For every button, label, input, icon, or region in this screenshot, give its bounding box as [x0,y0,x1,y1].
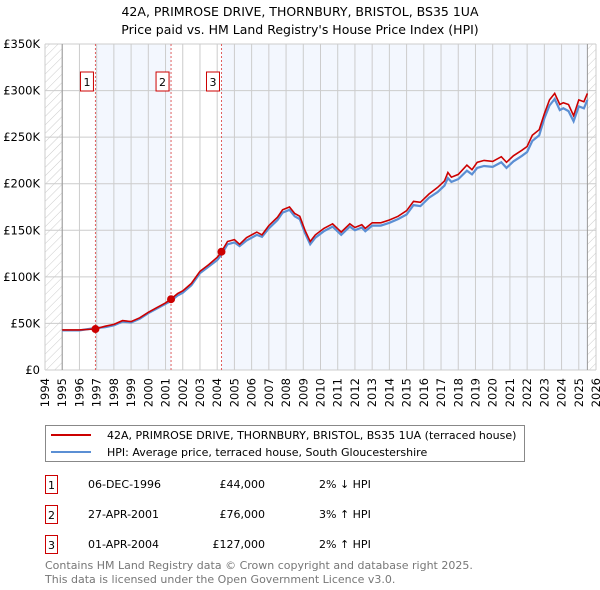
x-tick-label: 2012 [348,378,362,407]
transaction-row: 2 27-APR-2001 £76,000 3% ↑ HPI [45,505,445,525]
legend-hpi: HPI: Average price, terraced house, Sout… [107,445,428,459]
y-tick-label: £150K [3,223,40,237]
y-tick-label: £350K [3,37,40,51]
sale-label-box [79,71,94,92]
y-tick-label: £0 [25,363,40,377]
x-tick-label: 1994 [38,378,52,407]
transaction-date: 27-APR-2001 [88,508,160,521]
chart-title: 42A, PRIMROSE DRIVE, THORNBURY, BRISTOL,… [121,4,479,19]
transaction-price: £76,000 [219,508,266,521]
marker-badge: 1 [45,475,58,494]
x-tick-label: 2021 [503,378,517,407]
shaded-band [95,44,172,370]
sale-label: 2 [159,76,166,89]
y-tick-label: £50K [11,316,41,330]
x-tick-label: 2018 [451,378,465,407]
y-tick-label: £100K [3,270,40,284]
x-tick-label: 2000 [141,378,155,407]
transaction-price: £127,000 [212,538,266,551]
legend-blue-line [51,451,91,453]
x-tick-label: 1995 [55,378,69,407]
x-tick-label: 2015 [400,378,414,407]
transaction-price: £44,000 [219,478,266,491]
footer-licence: This data is licensed under the Open Gov… [45,573,396,586]
x-tick-label: 1997 [90,378,104,407]
y-tick-label: £300K [3,84,40,98]
legend-property: 42A, PRIMROSE DRIVE, THORNBURY, BRISTOL,… [107,428,517,442]
chart-subtitle: Price paid vs. HM Land Registry's House … [121,22,479,37]
sale-point [91,325,100,334]
hpi-line [62,96,589,332]
x-tick-label: 2007 [262,378,276,407]
x-tick-label: 2025 [572,378,586,407]
y-tick-label: £250K [3,130,40,144]
legend-row: HPI: Average price, terraced house, Sout… [46,444,516,460]
x-tick-label: 2020 [486,378,500,407]
x-tick-label: 2008 [279,378,293,407]
x-tick-label: 2013 [365,378,379,407]
sale-point [217,247,226,256]
marker-badge: 2 [45,505,58,524]
x-tick-label: 1996 [72,378,86,407]
y-tick-label: £200K [3,177,40,191]
legend: 42A, PRIMROSE DRIVE, THORNBURY, BRISTOL,… [45,425,526,462]
sale-label-box [205,71,220,92]
x-tick-label: 1999 [124,378,138,407]
hatch-region-right [587,44,596,370]
x-tick-label: 2005 [227,378,241,407]
x-tick-label: 2022 [520,378,534,407]
x-tick-label: 2011 [331,378,345,407]
x-tick-label: 2016 [417,378,431,407]
shaded-band [221,44,588,370]
x-tick-label: 2003 [193,378,207,407]
x-tick-label: 2017 [434,378,448,407]
sale-point [167,295,176,304]
x-tick-label: 2010 [314,378,328,407]
transaction-hpi: 3% ↑ HPI [319,508,371,521]
price-paid-line [62,91,589,331]
transaction-date: 06-DEC-1996 [88,478,162,491]
x-tick-label: 2019 [468,378,482,407]
sale-label: 3 [209,76,216,89]
x-tick-label: 2014 [382,378,396,407]
hatch-region-left [45,44,63,370]
legend-row: 42A, PRIMROSE DRIVE, THORNBURY, BRISTOL,… [46,427,516,443]
footer-copyright: Contains HM Land Registry data © Crown c… [45,559,473,572]
transaction-hpi: 2% ↓ HPI [319,478,371,491]
legend-red-line [51,434,91,436]
marker-badge: 3 [45,535,58,554]
sale-label-box [155,71,170,92]
transaction-row: 1 06-DEC-1996 £44,000 2% ↓ HPI [45,475,445,495]
x-tick-label: 2023 [537,378,551,407]
x-tick-label: 1998 [107,378,121,407]
x-tick-label: 2001 [159,378,173,407]
sale-label: 1 [83,76,90,89]
x-tick-label: 2009 [296,378,310,407]
transaction-hpi: 2% ↑ HPI [319,538,371,551]
x-tick-label: 2024 [555,378,569,407]
x-tick-label: 2026 [589,378,600,407]
x-tick-label: 2002 [176,378,190,407]
transaction-row: 3 01-APR-2004 £127,000 2% ↑ HPI [45,535,445,555]
transaction-date: 01-APR-2004 [88,538,160,551]
x-tick-label: 2006 [245,378,259,407]
x-tick-label: 2004 [210,378,224,407]
